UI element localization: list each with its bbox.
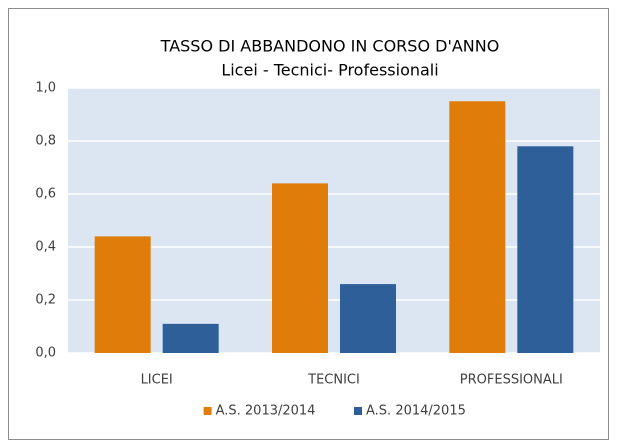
legend-swatch [203, 407, 212, 415]
bar [517, 146, 574, 353]
legend-label: A.S. 2013/2014 [216, 404, 316, 419]
x-tick-label: PROFESSIONALI [460, 373, 563, 388]
y-tick-label: 1,0 [35, 81, 56, 96]
bar [272, 183, 328, 353]
bar [162, 323, 219, 353]
legend-label: A.S. 2014/2015 [366, 404, 466, 419]
legend-swatch [354, 407, 362, 415]
y-tick-label: 0,4 [35, 240, 56, 255]
chart-subtitle: Licei - Tecnici- Professionali [221, 61, 438, 80]
x-tick-label: TECNICI [307, 373, 360, 388]
chart-title: TASSO DI ABBANDONO IN CORSO D'ANNO [160, 37, 500, 56]
bar [449, 101, 506, 353]
plot-area [68, 88, 600, 353]
bar [340, 284, 396, 353]
bar [94, 236, 151, 353]
x-tick-label: LICEI [141, 373, 173, 388]
y-tick-label: 0,6 [35, 187, 56, 202]
y-tick-label: 0,2 [35, 293, 56, 308]
y-tick-label: 0,0 [35, 346, 56, 361]
y-tick-label: 0,8 [35, 134, 56, 149]
